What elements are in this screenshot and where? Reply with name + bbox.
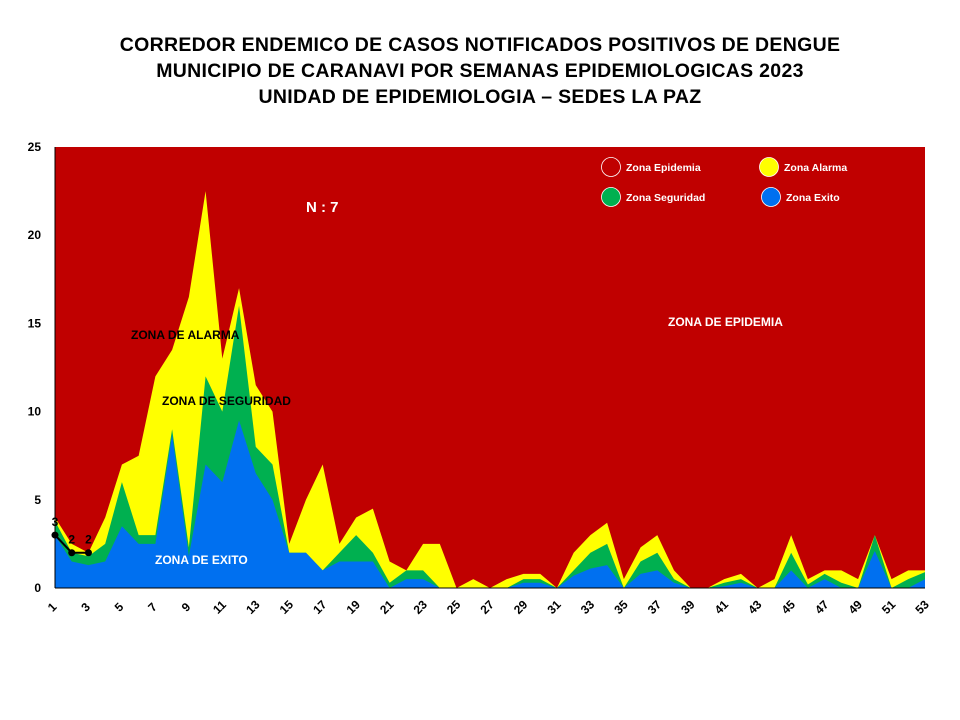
legend-label-epidemia: Zona Epidemia (626, 162, 701, 174)
chart-title: CORREDOR ENDEMICO DE CASOS NOTIFICADOS P… (0, 32, 960, 110)
title-line-3: UNIDAD DE EPIDEMIOLOGIA – SEDES LA PAZ (258, 86, 702, 108)
area-exito (55, 420, 925, 588)
zona-exito-label: ZONA DE EXITO (155, 553, 248, 567)
title-line-2: MUNICIPIO DE CARANAVI POR SEMANAS EPIDEM… (156, 60, 804, 82)
zona-seguridad-label: ZONA DE SEGURIDAD (162, 394, 291, 408)
x-tick-label: 1 (45, 600, 60, 615)
x-tick-label: 19 (344, 597, 364, 617)
y-tick-label: 20 (28, 228, 42, 242)
x-tick-labels: 1 3 5 7 9 11 13 15 17 19 21 23 25 27 29 31 33 35 37 39 41 43 4… (45, 597, 932, 617)
cases-data-label: 3 (52, 515, 59, 529)
x-tick-label: 3 (78, 600, 93, 615)
x-tick-label: 49 (846, 597, 866, 617)
zone-areas (55, 191, 925, 588)
x-tick-label: 37 (645, 597, 665, 617)
cases-point (51, 531, 59, 539)
cases-data-label: 2 (68, 533, 75, 547)
x-tick-label: 41 (712, 597, 732, 617)
x-tick-label: 7 (145, 600, 160, 615)
x-tick-label: 29 (511, 597, 531, 617)
y-tick-label: 25 (28, 140, 42, 154)
x-tick-label: 31 (544, 597, 564, 617)
x-tick-label: 47 (812, 597, 832, 617)
x-tick-label: 39 (678, 597, 698, 617)
x-tick-label: 21 (377, 597, 397, 617)
legend-label-seguridad: Zona Seguridad (626, 192, 705, 204)
y-tick-label: 0 (34, 581, 41, 595)
legend-label-exito: Zona Exito (786, 192, 840, 204)
x-tick-label: 33 (578, 597, 598, 617)
x-tick-label: 11 (210, 598, 229, 617)
cases-point (68, 549, 76, 557)
x-tick-label: 25 (444, 597, 464, 617)
cases-line: 32 2 (51, 515, 92, 557)
legend-label-alarma: Zona Alarma (784, 162, 847, 174)
x-tick-label: 27 (477, 597, 497, 617)
zona-epidemia-label: ZONA DE EPIDEMIA (668, 315, 783, 329)
x-tick-label: 45 (779, 597, 799, 617)
legend-marker-exito (761, 187, 781, 207)
x-tick-label: 5 (112, 600, 127, 615)
legend: Zona Epidemia Zona Alarma Zona Seguridad Zo… (601, 157, 847, 207)
cases-data-label: 2 (85, 533, 92, 547)
y-tick-labels: 0 5 10 15 20 25 (28, 140, 42, 595)
axes (54, 147, 925, 589)
zona-alarma-label: ZONA DE ALARMA (131, 328, 240, 342)
x-tick-label: 9 (179, 600, 194, 615)
x-tick-label: 35 (611, 597, 631, 617)
legend-marker-alarma (759, 157, 779, 177)
x-tick-label: 23 (411, 597, 431, 617)
cases-point (84, 549, 92, 557)
x-tick-label: 15 (277, 597, 297, 617)
n-label: N : 7 (306, 199, 339, 216)
title-line-1: CORREDOR ENDEMICO DE CASOS NOTIFICADOS P… (119, 34, 841, 56)
y-tick-label: 5 (34, 493, 41, 507)
x-tick-label: 43 (745, 597, 765, 617)
y-tick-label: 10 (28, 405, 42, 419)
x-tick-label: 17 (310, 597, 330, 617)
x-tick-label: 51 (879, 597, 899, 617)
legend-marker-epidemia (601, 157, 621, 177)
y-tick-label: 15 (28, 316, 42, 330)
x-tick-label: 13 (243, 597, 263, 617)
legend-marker-seguridad (601, 187, 621, 207)
x-tick-label: 53 (912, 597, 932, 617)
